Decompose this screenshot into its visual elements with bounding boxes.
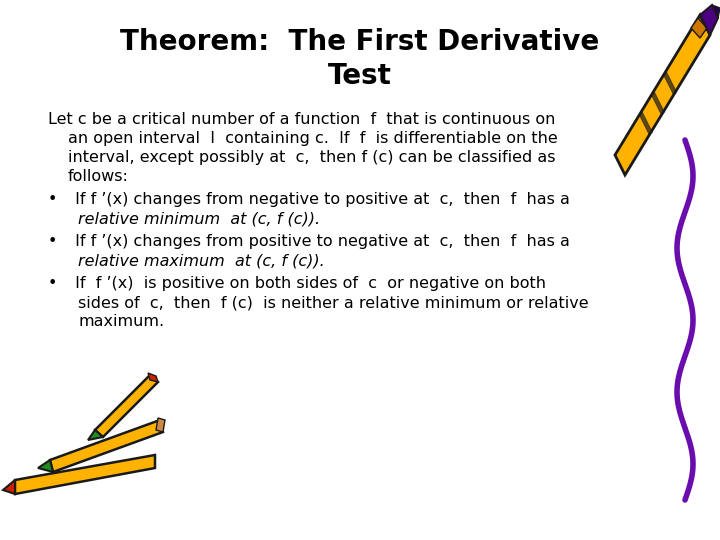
Polygon shape [615, 15, 710, 175]
Text: Let c be a critical number of a function  f  that is continuous on: Let c be a critical number of a function… [48, 112, 555, 127]
Text: follows:: follows: [68, 169, 129, 184]
Polygon shape [95, 375, 158, 437]
Polygon shape [700, 5, 718, 35]
Polygon shape [691, 18, 707, 38]
Polygon shape [664, 72, 677, 95]
Text: •: • [48, 192, 58, 207]
Polygon shape [50, 420, 163, 472]
Polygon shape [3, 480, 15, 494]
Text: Test: Test [328, 62, 392, 90]
Polygon shape [652, 92, 665, 115]
Polygon shape [156, 418, 165, 432]
Text: If f ’(x) changes from positive to negative at  c,  then  f  has a: If f ’(x) changes from positive to negat… [70, 234, 570, 249]
Text: Theorem:  The First Derivative: Theorem: The First Derivative [120, 28, 600, 56]
Polygon shape [148, 373, 158, 382]
Text: interval, except possibly at  c,  then f (c) can be classified as: interval, except possibly at c, then f (… [68, 150, 556, 165]
Text: If  f ’(x)  is positive on both sides of  c  or negative on both: If f ’(x) is positive on both sides of c… [70, 276, 546, 291]
Polygon shape [38, 460, 53, 472]
Text: maximum.: maximum. [78, 314, 164, 329]
Text: sides of  c,  then  f (c)  is neither a relative minimum or relative: sides of c, then f (c) is neither a rela… [78, 295, 589, 310]
Text: an open interval  I  containing c.  If  f  is differentiable on the: an open interval I containing c. If f is… [68, 131, 558, 146]
Text: •: • [48, 276, 58, 291]
Text: relative maximum  at (c, f (c)).: relative maximum at (c, f (c)). [78, 253, 325, 268]
Text: If f ’(x) changes from negative to positive at  c,  then  f  has a: If f ’(x) changes from negative to posit… [70, 192, 570, 207]
Text: relative minimum  at (c, f (c)).: relative minimum at (c, f (c)). [78, 211, 320, 226]
Polygon shape [15, 455, 155, 494]
Polygon shape [639, 112, 652, 135]
Polygon shape [88, 430, 103, 440]
Text: •: • [48, 234, 58, 249]
Polygon shape [712, 5, 720, 18]
